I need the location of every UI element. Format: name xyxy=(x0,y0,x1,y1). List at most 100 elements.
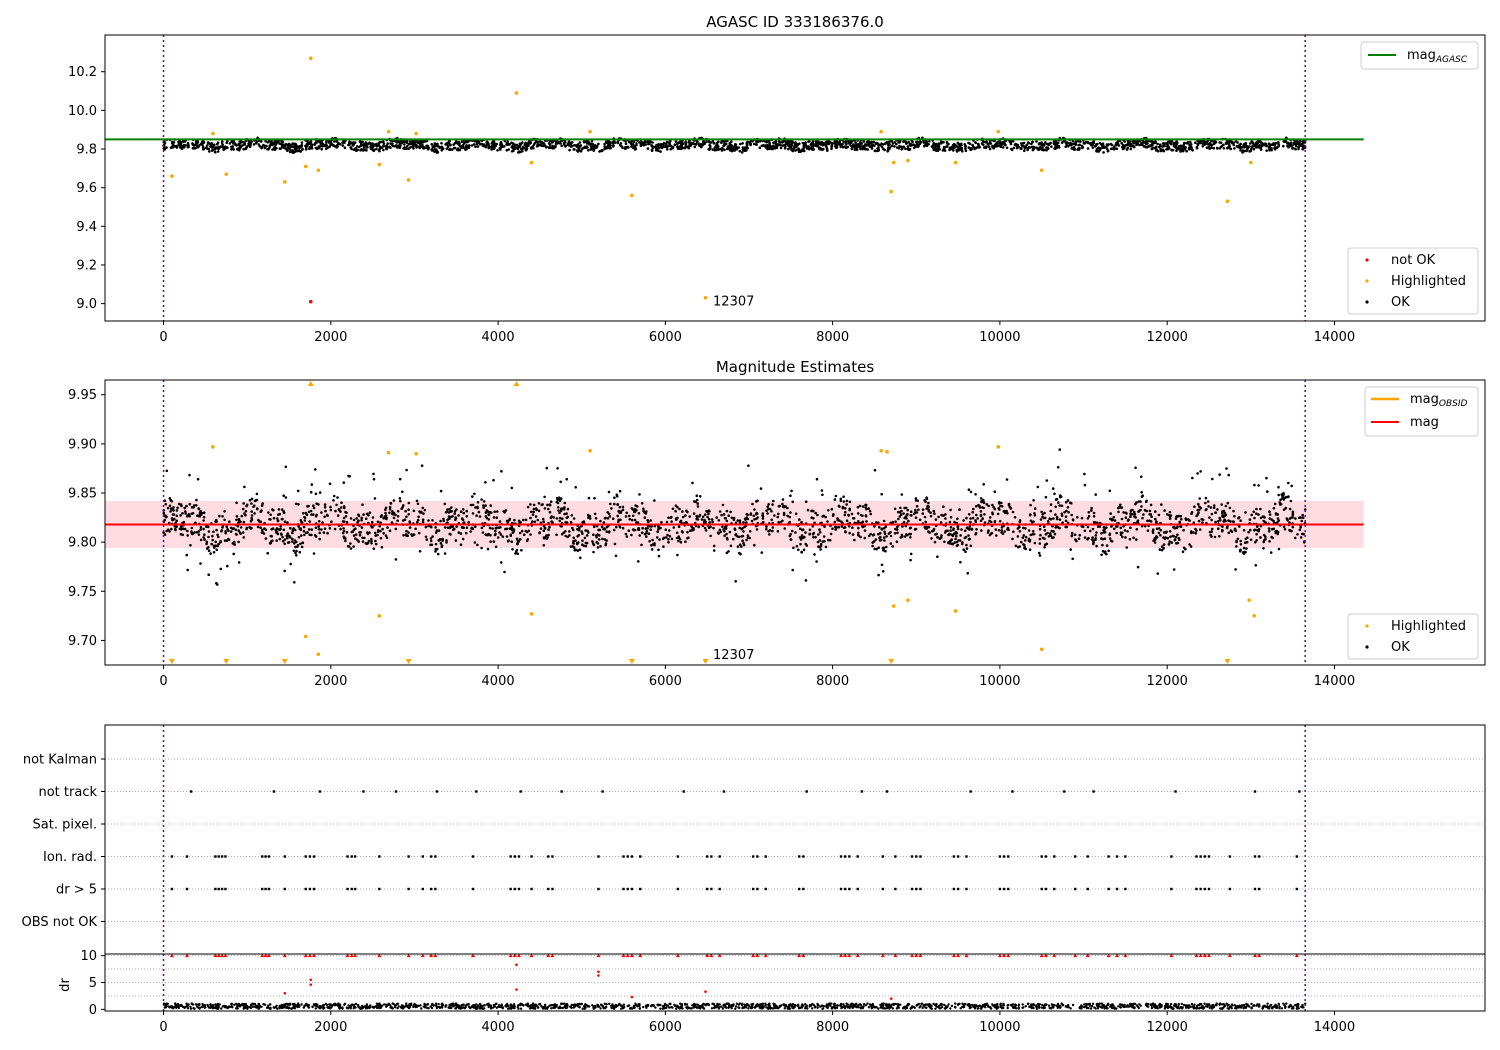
agasc-ok-point xyxy=(815,143,819,147)
magnitude-ok-point xyxy=(889,542,893,545)
magnitude-ok-point xyxy=(240,514,244,518)
magnitude-ok-point xyxy=(1299,536,1303,539)
magnitude-ok-point xyxy=(185,553,188,557)
magnitude-ok-point xyxy=(1184,547,1187,551)
agasc-ok-point xyxy=(272,146,276,149)
magnitude-ok-point xyxy=(186,514,189,518)
agasc-ok-point xyxy=(728,147,732,151)
agasc-ok-point xyxy=(300,141,304,144)
agasc-xtick-label-5: 10000 xyxy=(979,330,1020,345)
magnitude-ok-point xyxy=(1126,519,1130,522)
magnitude-ok-point xyxy=(613,542,617,546)
magnitude-ok-point xyxy=(933,512,936,515)
agasc-ok-point xyxy=(1241,149,1245,152)
agasc-ok-point xyxy=(560,144,563,148)
agasc-ok-point xyxy=(958,148,962,151)
magnitude-ok-point xyxy=(871,544,874,548)
agasc-ok-point xyxy=(684,146,687,149)
magnitude-ok-point xyxy=(630,518,634,522)
magnitude-ok-point xyxy=(607,490,611,494)
magnitude-ok-point xyxy=(650,548,654,551)
agasc-ok-point xyxy=(281,140,285,144)
agasc-ok-point xyxy=(937,142,940,146)
magnitude-ok-point xyxy=(877,573,880,577)
agasc-ok-point xyxy=(632,140,636,144)
magnitude-ok-point xyxy=(631,508,635,511)
magnitude-ok-point xyxy=(698,495,702,498)
magnitude-ok-point xyxy=(286,534,289,537)
magnitude-ok-point xyxy=(881,570,885,573)
magnitude-ok-point xyxy=(220,529,224,532)
magnitude-ok-point xyxy=(610,507,613,510)
magnitude-ok-point xyxy=(511,531,515,534)
magnitude-ok-point xyxy=(696,505,700,508)
agasc-ok-point xyxy=(937,147,941,150)
agasc-highlighted-point xyxy=(170,174,174,178)
agasc-ok-point xyxy=(171,146,175,149)
agasc-ok-point xyxy=(232,142,235,145)
magnitude-ok-point xyxy=(548,510,552,514)
magnitude-ok-point xyxy=(1239,543,1243,546)
magnitude-ok-point xyxy=(811,532,815,536)
agasc-ytick-label-4: 9.8 xyxy=(76,143,97,158)
magnitude-ok-point xyxy=(848,508,851,512)
magnitude-ok-point xyxy=(218,514,221,518)
agasc-ok-point xyxy=(772,144,775,148)
magnitude-ok-point xyxy=(884,525,888,528)
magnitude-ok-point xyxy=(332,499,335,502)
magnitude-ok-point xyxy=(905,517,908,520)
agasc-ok-point xyxy=(811,146,814,150)
agasc-ok-point xyxy=(738,149,742,153)
agasc-ok-point xyxy=(1182,143,1186,147)
agasc-ok-point xyxy=(666,148,669,151)
magnitude-ok-point xyxy=(183,506,186,510)
agasc-ok-point xyxy=(768,147,771,151)
agasc-ok-point xyxy=(764,146,768,149)
magnitude-ok-point xyxy=(421,518,425,521)
magnitude-ok-point xyxy=(175,514,179,518)
magnitude-ok-point xyxy=(195,498,198,502)
magnitude-ok-point xyxy=(402,533,405,537)
agasc-ok-point xyxy=(674,140,678,143)
magnitude-ok-point xyxy=(637,526,640,530)
agasc-ok-point xyxy=(257,143,261,146)
magnitude-ok-point xyxy=(1146,529,1150,532)
agasc-ok-point xyxy=(942,147,946,150)
agasc-ok-point xyxy=(324,144,328,148)
agasc-ok-point xyxy=(475,142,479,146)
magnitude-ok-point xyxy=(354,533,358,536)
magnitude-ok-point xyxy=(342,481,346,484)
magnitude-ok-point xyxy=(604,542,608,545)
agasc-ok-point xyxy=(1140,142,1143,146)
magnitude-ok-point xyxy=(371,516,375,519)
agasc-ok-point xyxy=(1066,141,1070,145)
magnitude-ok-point xyxy=(1038,554,1042,557)
magnitude-ok-point xyxy=(729,510,732,514)
magnitude-ok-point xyxy=(350,530,354,534)
magnitude-ok-point xyxy=(584,541,588,545)
agasc-ok-point xyxy=(711,148,714,151)
magnitude-ok-point xyxy=(844,510,847,514)
agasc-ok-point xyxy=(1229,147,1233,151)
magnitude-ok-point xyxy=(821,493,824,497)
magnitude-ok-point xyxy=(1042,525,1046,528)
agasc-ok-point xyxy=(1129,144,1133,148)
magnitude-ok-point xyxy=(991,503,994,507)
magnitude-ok-point xyxy=(993,490,997,494)
magnitude-ok-point xyxy=(1133,515,1136,518)
magnitude-ok-point xyxy=(481,531,485,534)
magnitude-ok-point xyxy=(729,544,733,548)
magnitude-ok-point xyxy=(360,518,363,522)
agasc-ok-point xyxy=(739,142,742,146)
magnitude-ok-point xyxy=(1296,533,1299,536)
agasc-ok-point xyxy=(482,144,486,148)
magnitude-ok-point xyxy=(804,542,807,546)
magnitude-ok-point xyxy=(581,543,584,546)
magnitude-ok-point xyxy=(1133,512,1137,516)
agasc-ok-point xyxy=(385,147,389,151)
magnitude-ok-point xyxy=(361,540,365,543)
agasc-ok-point xyxy=(252,143,256,146)
magnitude-ok-point xyxy=(1086,538,1089,541)
magnitude-ok-point xyxy=(1116,506,1120,510)
